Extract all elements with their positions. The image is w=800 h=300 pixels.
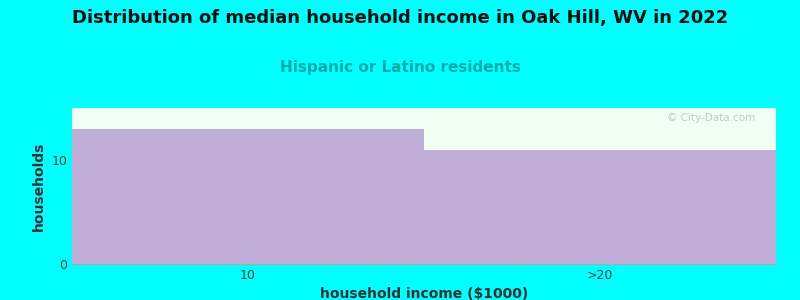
- Text: Hispanic or Latino residents: Hispanic or Latino residents: [279, 60, 521, 75]
- Text: Distribution of median household income in Oak Hill, WV in 2022: Distribution of median household income …: [72, 9, 728, 27]
- Text: © City-Data.com: © City-Data.com: [666, 113, 755, 123]
- Y-axis label: households: households: [32, 141, 46, 231]
- Bar: [72, 129, 424, 264]
- Bar: [424, 150, 776, 264]
- X-axis label: household income ($1000): household income ($1000): [320, 287, 528, 300]
